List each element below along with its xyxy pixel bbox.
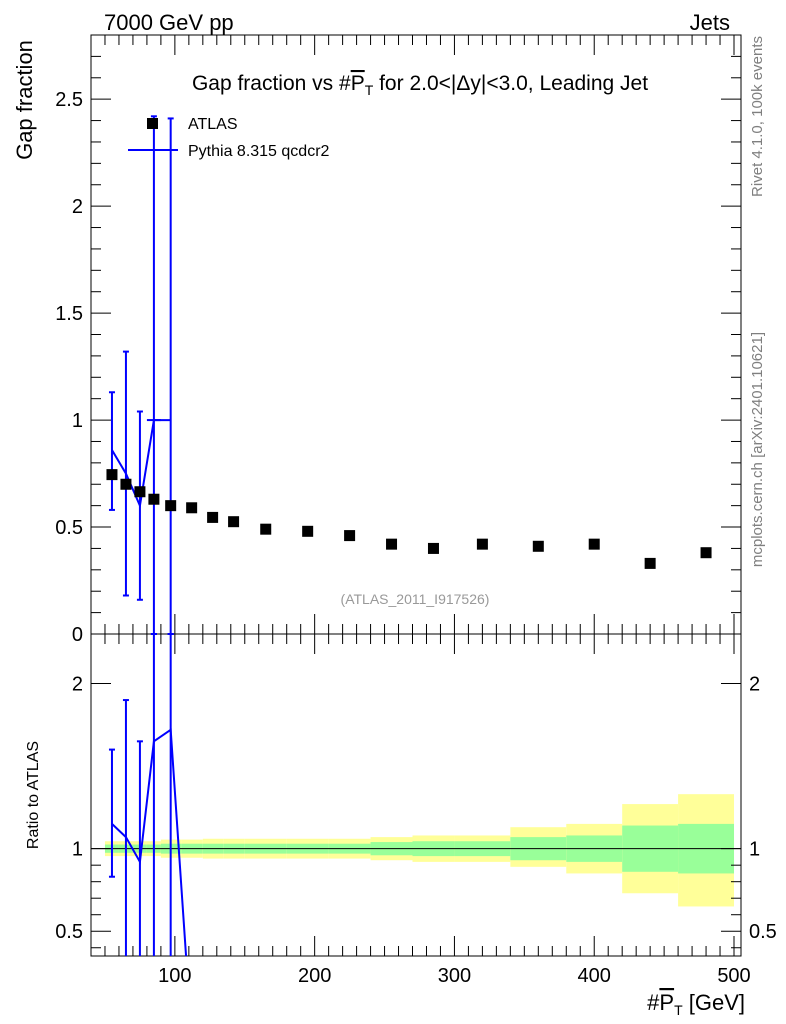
ratio-ytick-label-right: 1 — [749, 839, 760, 861]
ratio-ytick-label: 2 — [72, 674, 83, 696]
main-panel: 0 0.5 1 1.5 2 2.5 Gap fraction vs #PT for 2.0… — [12, 34, 742, 646]
xlabel: #PT [GeV] — [647, 990, 745, 1018]
main-ytick-label: 1.5 — [55, 303, 83, 325]
atlas-series — [106, 469, 712, 569]
atlas-point — [700, 547, 712, 559]
atlas-point — [644, 557, 656, 569]
chart-title: Gap fraction vs #PT for 2.0<|Δy|<3.0, Le… — [192, 72, 648, 98]
legend-marker-atlas — [147, 118, 158, 129]
mcplots-label: mcplots.cern.ch [arXiv:2401.10621] — [749, 332, 766, 567]
legend-label-pythia: Pythia 8.315 qcdcr2 — [188, 143, 330, 160]
legend-label-atlas: ATLAS — [188, 116, 238, 133]
ratio-ylabel: Ratio to ATLAS — [25, 741, 42, 849]
xlabel-var: P — [659, 990, 674, 1015]
ratio-ytick-label-right: 2 — [749, 674, 760, 696]
main-ytick-label: 1 — [72, 410, 83, 432]
xtick-label: 500 — [717, 965, 750, 987]
title-prefix: Gap fraction vs # — [192, 72, 351, 95]
main-ytick-label: 2.5 — [55, 89, 83, 111]
ratio-ytick-label-right: 0.5 — [749, 921, 777, 943]
xlabel-suffix: [GeV] — [683, 990, 745, 1015]
atlas-point — [427, 542, 439, 554]
header-right: Jets — [690, 10, 730, 35]
ratio-pythia-series — [108, 633, 188, 957]
rivet-label: Rivet 4.1.0, 100k events — [749, 36, 766, 197]
xtick-label: 100 — [158, 965, 191, 987]
atlas-point — [207, 511, 219, 523]
title-suffix: for 2.0<|Δy|<3.0, Leading Jet — [373, 72, 648, 95]
ratio-frame — [90, 633, 742, 957]
atlas-point — [476, 538, 488, 550]
atlas-point — [302, 525, 314, 537]
ratio-axis-ticks: 0.5 0.5 1 1 2 2 100 200 300 400 500 — [55, 634, 777, 987]
xlabel-prefix: # — [647, 990, 660, 1015]
xtick-label: 300 — [438, 965, 471, 987]
xtick-label: 400 — [578, 965, 611, 987]
atlas-point — [588, 538, 600, 550]
atlas-point — [228, 516, 240, 528]
ratio-pythia-line — [111, 727, 188, 957]
title-var: P — [351, 72, 365, 95]
main-ylabel: Gap fraction — [12, 40, 37, 160]
ratio-panel: 0.5 0.5 1 1 2 2 100 200 300 400 500 Ratio to ATLAS… — [25, 633, 777, 1018]
atlas-point — [148, 493, 160, 505]
analysis-annotation: (ATLAS_2011_I917526) — [341, 591, 490, 607]
atlas-point — [386, 538, 398, 550]
main-axis-ticks: 0 0.5 1 1.5 2 2.5 — [55, 34, 741, 646]
atlas-point — [106, 469, 118, 481]
xtick-label: 200 — [298, 965, 331, 987]
atlas-point — [134, 486, 146, 498]
atlas-point — [165, 500, 177, 512]
atlas-point — [532, 540, 544, 552]
pythia-series — [108, 115, 174, 635]
title-var-sub: T — [365, 82, 374, 98]
ratio-ytick-label: 1 — [72, 839, 83, 861]
xlabel-var-sub: T — [674, 1002, 683, 1018]
ratio-ytick-label: 0.5 — [55, 921, 83, 943]
atlas-point — [120, 478, 132, 490]
atlas-point — [260, 523, 272, 535]
atlas-point — [344, 530, 356, 542]
header-left: 7000 GeV pp — [104, 10, 234, 35]
main-ytick-label: 2 — [72, 196, 83, 218]
legend: ATLAS Pythia 8.315 qcdcr2 — [128, 116, 330, 160]
main-ytick-label: 0 — [72, 624, 83, 646]
main-ytick-label: 0.5 — [55, 517, 83, 539]
atlas-point — [186, 502, 198, 514]
